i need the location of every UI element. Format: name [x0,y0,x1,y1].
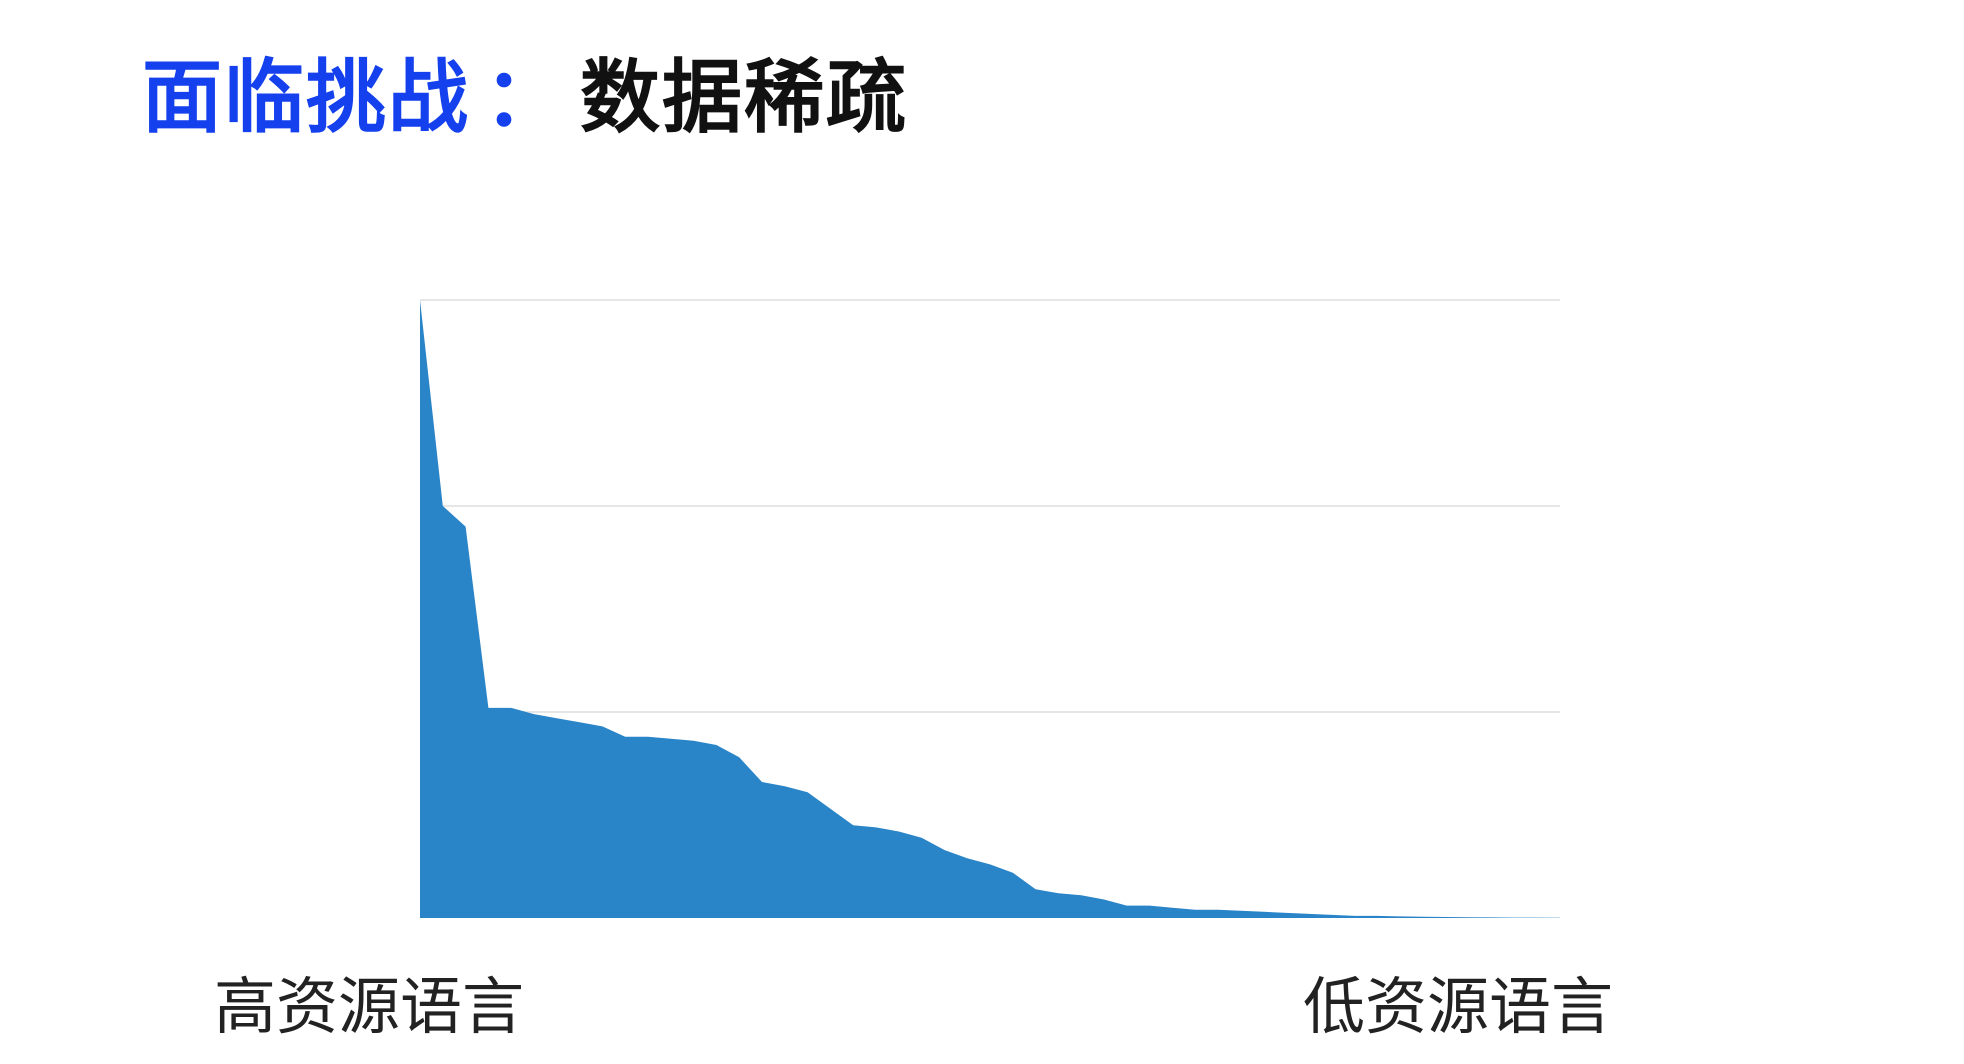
title-rest: 数据稀疏 [580,51,908,144]
x-end-label: 低资源语言 [1303,970,1614,1043]
page-title: 面临挑战：数据稀疏 [142,50,908,146]
title-highlight: 面临挑战 [142,51,470,144]
data-area [420,300,1560,918]
title-separator: ： [484,51,566,144]
x-start-label: 高资源语言 [214,970,525,1043]
grid-lines [420,299,1560,713]
